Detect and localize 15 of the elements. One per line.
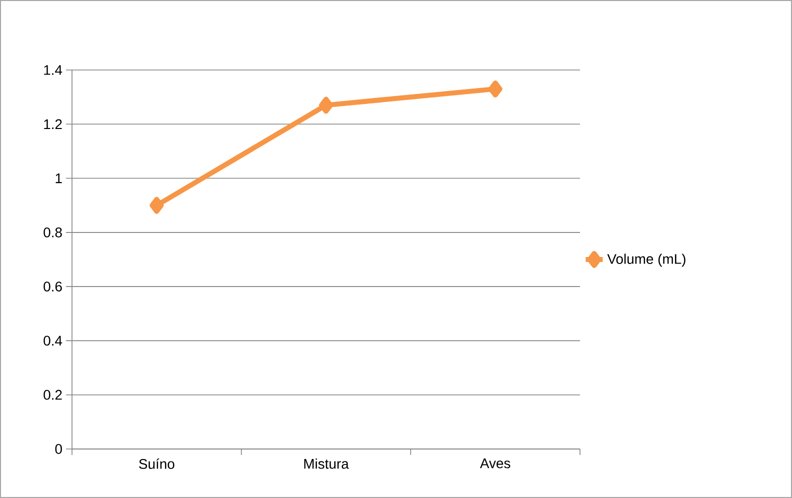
y-tick-label: 0.6 xyxy=(44,282,62,292)
point xyxy=(150,196,164,214)
y-tick-label: 0 xyxy=(55,444,62,454)
y-tick-label: 0.4 xyxy=(44,336,62,346)
y-tick-label: 0.8 xyxy=(44,227,62,238)
point xyxy=(488,80,502,98)
point xyxy=(319,96,334,114)
y-tick-label: 1.4 xyxy=(44,65,62,75)
x-tick-label: Mistura xyxy=(304,458,349,469)
y-tick-label: 1.2 xyxy=(44,119,62,130)
x-tick-label: Aves xyxy=(480,458,510,468)
y-tick-label: 1 xyxy=(56,173,62,184)
legend-label: Volume (mL) xyxy=(607,254,686,267)
x-tick-label: Suíno xyxy=(139,458,174,469)
y-tick-label: 0.2 xyxy=(44,390,62,400)
